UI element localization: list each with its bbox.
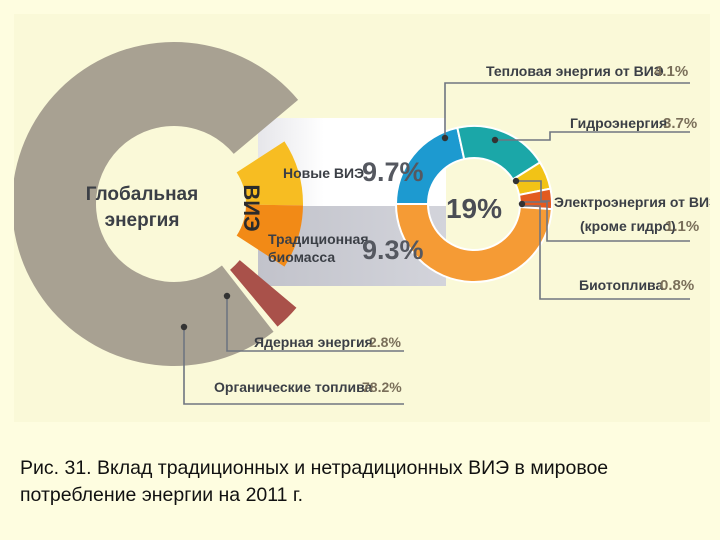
nuclear-value: 2.8%	[369, 334, 401, 350]
segment-fossil	[14, 42, 299, 366]
center-label-line2: энергия	[105, 210, 180, 231]
leader-hydro	[495, 131, 690, 141]
leader-biofuel	[522, 201, 690, 242]
nuclear-label: Ядерная энергия	[254, 334, 373, 350]
dot-electricity	[512, 177, 520, 185]
segment-biomass	[236, 204, 303, 267]
dot-biofuel	[518, 200, 526, 208]
leader-lines	[183, 82, 690, 405]
heat-label: Тепловая энергия от ВИЭ	[486, 63, 664, 79]
electricity-value: 1.1%	[665, 218, 699, 235]
leader-heat	[444, 82, 690, 138]
hydro-label: Гидроэнергия	[570, 115, 667, 131]
segment-new-res	[236, 141, 304, 206]
energy-chart: Глобальная энергия ВИЭ Новые ВИЭ 9.7% Тр…	[14, 42, 710, 405]
electricity-label-line1: Электроэнергия от ВИЭ	[554, 194, 710, 210]
center-label-line1: Глобальная	[86, 184, 198, 205]
dot-fossil	[180, 323, 188, 331]
hydro-value: 3.7%	[663, 115, 697, 132]
leader-biofuel-bottom	[522, 205, 690, 300]
biomass-label-line2: биомасса	[268, 249, 335, 265]
donut-center-label: 19%	[446, 193, 502, 224]
biofuel-value: 0.8%	[660, 277, 694, 294]
new-res-label: Новые ВИЭ	[283, 165, 364, 181]
dot-heat	[441, 134, 449, 142]
dot-nuclear	[223, 292, 231, 300]
leader-nuclear	[226, 296, 404, 352]
figure-panel: Глобальная энергия ВИЭ Новые ВИЭ 9.7% Тр…	[14, 14, 710, 422]
heat-value: 4.1%	[654, 63, 688, 80]
biomass-value: 9.3%	[362, 235, 424, 265]
figure-caption: Рис. 31. Вклад традиционных и нетрадицио…	[20, 457, 609, 506]
segment-nuclear	[230, 260, 297, 327]
biomass-label-line1: Традиционная	[268, 231, 368, 247]
fossil-label: Органические топлива	[214, 379, 373, 395]
fossil-value: 78.2%	[362, 379, 402, 395]
electricity-label-line2: (кроме гидро)	[580, 218, 676, 234]
biofuel-label: Биотоплива	[579, 277, 663, 293]
dot-hydro	[491, 136, 499, 144]
new-res-value: 9.7%	[362, 157, 424, 187]
leader-fossil	[183, 327, 404, 405]
donut-segment-biomass	[394, 203, 553, 283]
leader-electricity	[516, 180, 550, 202]
res-arc-label: ВИЭ	[239, 184, 264, 231]
